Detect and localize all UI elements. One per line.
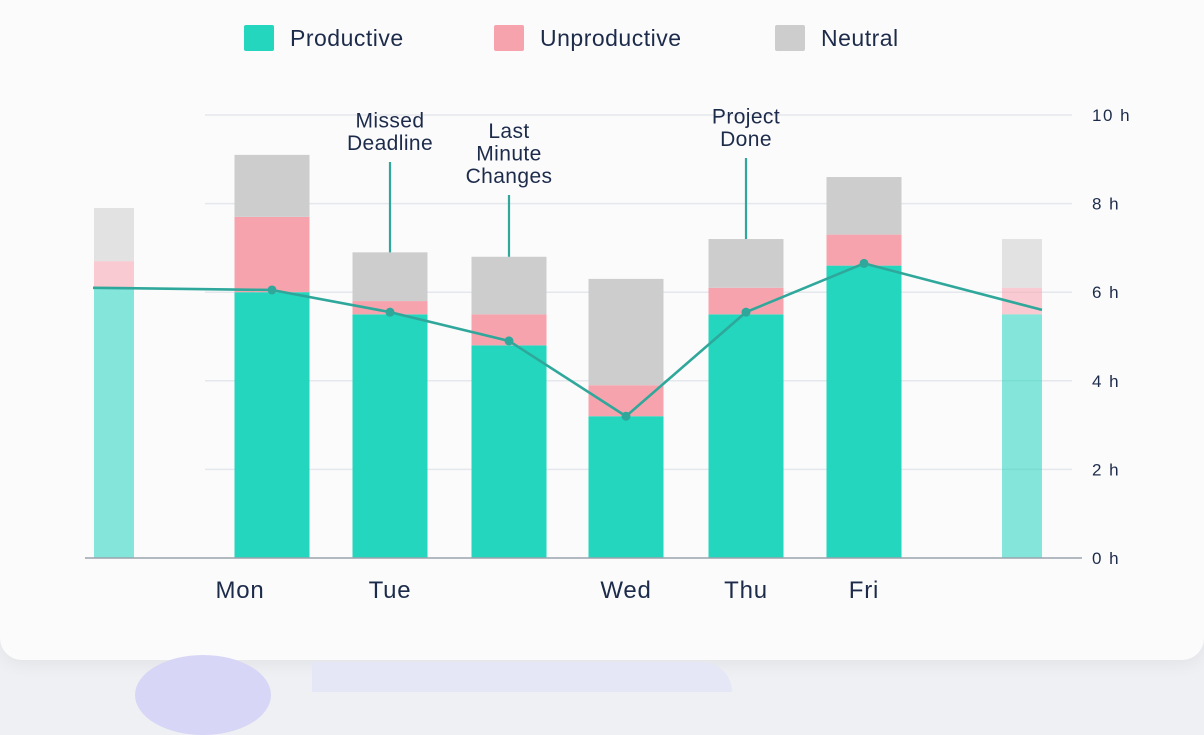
bar-0-unproductive	[94, 261, 134, 288]
bar-5-productive	[708, 314, 784, 558]
annotation-1-line-0: Last	[488, 120, 529, 143]
x-tick-label-fri: Fri	[849, 577, 879, 604]
y-tick-label-5: 10 h	[1092, 106, 1131, 125]
legend-swatch-neutral	[775, 25, 805, 51]
trend-point-4	[621, 411, 631, 421]
legend-item-productive[interactable]: Productive	[244, 24, 404, 52]
decorative-panel	[312, 662, 732, 692]
trend-point-5	[741, 307, 751, 317]
legend-item-unproductive[interactable]: Unproductive	[494, 24, 682, 52]
legend-label-neutral: Neutral	[821, 24, 899, 51]
y-tick-label-2: 4 h	[1092, 372, 1120, 391]
legend-label-productive: Productive	[290, 24, 404, 51]
bar-2-neutral	[352, 252, 428, 302]
x-tick-label-thu: Thu	[724, 577, 768, 604]
annotation-2-line-1: Done	[720, 128, 772, 151]
annotation-0-line-1: Deadline	[347, 132, 433, 155]
x-tick-label-mon: Mon	[215, 577, 264, 604]
bar-0-neutral	[94, 208, 134, 262]
bar-6-productive	[826, 265, 902, 558]
trend-point-2	[385, 307, 395, 317]
chart-legend: Productive Unproductive Neutral	[0, 24, 1204, 52]
y-tick-label-0: 0 h	[1092, 549, 1120, 568]
legend-swatch-unproductive	[494, 25, 524, 51]
trend-point-3	[504, 336, 514, 346]
decorative-circle	[135, 655, 271, 735]
bar-4-neutral	[588, 278, 664, 386]
y-tick-label-3: 6 h	[1092, 283, 1120, 302]
annotation-1-line-1: Minute	[476, 143, 541, 166]
bar-0-productive	[94, 287, 134, 558]
bar-6-neutral	[826, 177, 902, 235]
x-tick-label-tue: Tue	[369, 577, 412, 604]
annotation-1-line-2: Changes	[466, 165, 553, 188]
trend-line	[92, 262, 1043, 418]
y-tick-label-1: 2 h	[1092, 460, 1120, 479]
bar-1-neutral	[234, 154, 310, 217]
legend-item-neutral[interactable]: Neutral	[775, 24, 899, 52]
bar-3-neutral	[471, 256, 547, 315]
trend-point-1	[267, 285, 277, 295]
annotation-2-line-0: Project	[712, 106, 780, 129]
bar-1-unproductive	[234, 216, 310, 293]
x-tick-label-wed: Wed	[600, 577, 651, 604]
bar-7-neutral	[1002, 239, 1042, 288]
bar-5-neutral	[708, 239, 784, 288]
bar-1-productive	[234, 292, 310, 558]
legend-swatch-productive	[244, 25, 274, 51]
legend-label-unproductive: Unproductive	[540, 24, 682, 51]
y-tick-label-4: 8 h	[1092, 195, 1120, 214]
bar-4-productive	[588, 416, 664, 558]
bar-2-productive	[352, 314, 428, 558]
annotation-0-line-0: Missed	[356, 110, 425, 133]
trend-point-6	[859, 258, 869, 268]
bar-7-productive	[1002, 314, 1042, 558]
bar-3-productive	[471, 345, 547, 558]
